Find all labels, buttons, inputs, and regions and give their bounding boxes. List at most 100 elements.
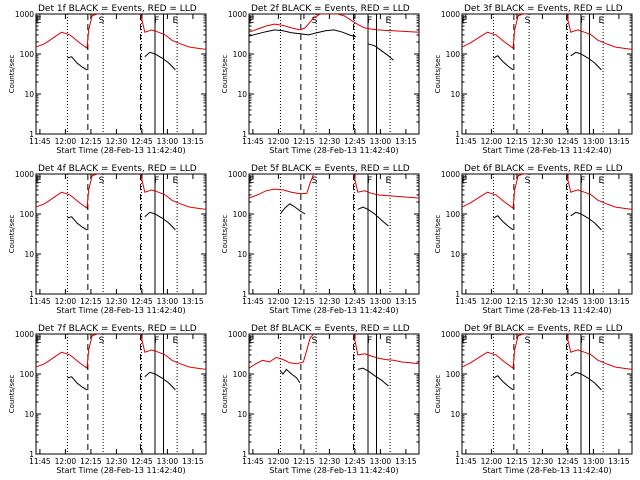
marker-label: S: [525, 176, 531, 186]
x-tick-label: 11:45: [29, 457, 51, 466]
panel-title: Det 1f BLACK = Events, RED = LLD: [38, 4, 197, 14]
lld-series-line: [566, 174, 632, 210]
events-series-line: [249, 29, 357, 38]
events-series-line: [279, 203, 306, 215]
x-axis-label: Start Time (28-Feb-13 11:42:40): [482, 306, 611, 315]
detector-panel: Det 4f BLACK = Events, RED = LLD 1 10 100 10…: [8, 164, 207, 315]
x-tick-label: 12:45: [131, 297, 153, 306]
x-tick-label: 11:45: [242, 457, 264, 466]
y-tick-label: 1000: [441, 330, 460, 339]
marker-label: F: [154, 16, 159, 26]
x-tick-label: 12:30: [319, 137, 341, 146]
y-tick-label: 10: [237, 90, 247, 99]
marker-label: E: [36, 336, 42, 346]
detector-panel: Det 8f BLACK = Events, RED = LLD 1 10 100 10…: [221, 324, 420, 475]
y-axis-label: Counts/sec: [221, 375, 229, 414]
marker-label: F: [367, 16, 372, 26]
marker-label: E: [249, 176, 255, 186]
events-series-line: [67, 376, 88, 391]
y-tick-label: 100: [20, 370, 35, 379]
y-axis-label: Counts/sec: [8, 215, 16, 254]
y-tick-label: 1000: [228, 170, 247, 179]
lld-series-line: [566, 334, 632, 370]
x-tick-label: 12:00: [268, 137, 290, 146]
x-tick-label: 12:30: [106, 457, 128, 466]
plot-frame: [35, 13, 207, 135]
x-axis-label: Start Time (28-Feb-13 11:42:40): [56, 466, 185, 475]
lld-series-line: [353, 174, 419, 199]
x-tick-label: 13:00: [583, 457, 605, 466]
lld-series-line: [36, 14, 101, 50]
x-tick-label: 12:15: [80, 297, 102, 306]
y-tick-label: 1: [29, 290, 34, 299]
x-tick-label: 12:30: [106, 137, 128, 146]
plot-frame: [461, 333, 633, 455]
detector-panel: Det 2f BLACK = Events, RED = LLD 1 10 100 10…: [221, 4, 420, 155]
marker-label: E: [173, 176, 179, 186]
x-tick-label: 13:15: [182, 457, 204, 466]
events-series-line: [570, 371, 602, 391]
x-tick-label: 13:00: [157, 297, 179, 306]
y-tick-label: 1000: [228, 330, 247, 339]
y-axis-label: Counts/sec: [8, 55, 16, 94]
marker-label: E: [462, 336, 468, 346]
plot-frame: [248, 333, 420, 455]
x-tick-label: 11:45: [29, 297, 51, 306]
y-tick-label: 10: [450, 410, 460, 419]
events-series-line: [367, 43, 394, 61]
events-series-line: [67, 56, 88, 71]
y-tick-label: 10: [450, 90, 460, 99]
events-series-line: [493, 215, 514, 231]
events-series-line: [570, 211, 602, 231]
y-tick-label: 1000: [441, 10, 460, 19]
y-axis-label: Counts/sec: [434, 375, 442, 414]
x-tick-label: 12:15: [293, 457, 315, 466]
x-tick-label: 13:15: [608, 457, 630, 466]
panel-title: Det 7f BLACK = Events, RED = LLD: [38, 324, 197, 334]
lld-series-line: [249, 174, 315, 199]
y-tick-label: 1: [242, 130, 247, 139]
x-tick-label: 12:45: [344, 297, 366, 306]
plot-frame: [35, 173, 207, 295]
lld-series-line: [36, 174, 101, 210]
y-tick-label: 1000: [15, 10, 34, 19]
detector-panel: Det 1f BLACK = Events, RED = LLD 1 10 100 10…: [8, 4, 207, 155]
marker-label: F: [580, 16, 585, 26]
events-series-line: [357, 367, 389, 387]
lld-series-line: [566, 14, 632, 50]
lld-series-line: [353, 334, 419, 365]
y-tick-label: 1: [29, 450, 34, 459]
y-axis-label: Counts/sec: [221, 215, 229, 254]
x-tick-label: 12:30: [532, 137, 554, 146]
x-tick-label: 13:00: [157, 137, 179, 146]
x-axis-label: Start Time (28-Feb-13 11:42:40): [269, 146, 398, 155]
events-series-line: [493, 55, 514, 71]
y-tick-label: 1000: [15, 330, 34, 339]
marker-label: E: [249, 336, 255, 346]
x-tick-label: 12:15: [293, 297, 315, 306]
x-tick-label: 13:00: [583, 137, 605, 146]
x-axis-label: Start Time (28-Feb-13 11:42:40): [269, 466, 398, 475]
x-tick-label: 12:45: [131, 457, 153, 466]
marker-label: E: [386, 176, 392, 186]
x-tick-label: 11:45: [242, 297, 264, 306]
y-axis-label: Counts/sec: [434, 215, 442, 254]
panel-title: Det 5f BLACK = Events, RED = LLD: [251, 164, 410, 174]
x-tick-label: 13:00: [370, 457, 392, 466]
y-tick-label: 10: [237, 410, 247, 419]
x-tick-label: 13:15: [608, 137, 630, 146]
panel-title: Det 9f BLACK = Events, RED = LLD: [464, 324, 623, 334]
series-group: [249, 14, 419, 61]
detector-panel: Det 9f BLACK = Events, RED = LLD 1 10 100 10…: [434, 324, 633, 475]
marker-label: E: [386, 336, 392, 346]
series-group: [462, 334, 632, 391]
x-tick-label: 13:00: [583, 297, 605, 306]
x-tick-label: 12:15: [506, 297, 528, 306]
events-series-line: [144, 211, 176, 231]
x-tick-label: 12:30: [106, 297, 128, 306]
lld-series-line: [462, 334, 527, 370]
y-axis-label: Counts/sec: [221, 55, 229, 94]
x-tick-label: 12:15: [506, 137, 528, 146]
x-tick-label: 13:15: [395, 457, 417, 466]
